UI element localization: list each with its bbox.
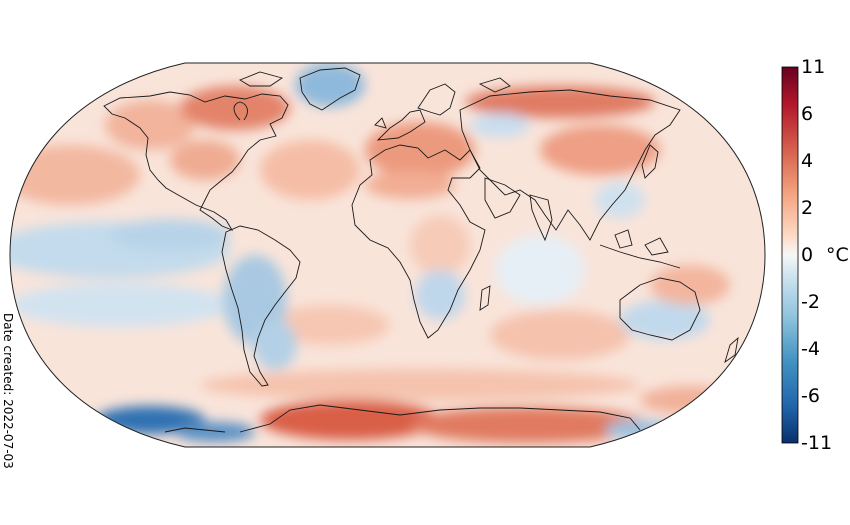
coastlines — [103, 67, 739, 433]
colorbar-tick-label: 2 — [801, 197, 814, 219]
colorbar-tick-label: 0 — [801, 244, 814, 266]
colorbar-tick-label: -11 — [801, 432, 833, 454]
anomaly-patches — [10, 63, 740, 443]
colorbar-tick-label: -6 — [801, 385, 820, 407]
colorbar-unit: °C — [826, 244, 849, 266]
date-created-label: Date created: 2022-07-03 — [1, 313, 15, 469]
anomaly-field — [10, 63, 765, 447]
colorbar-tick-label: 6 — [801, 103, 814, 125]
colorbar — [781, 66, 799, 444]
globe-outline — [9, 62, 766, 448]
colorbar-tick-label: -2 — [801, 291, 820, 313]
colorbar-tick-label: 11 — [801, 56, 826, 78]
colorbar-tick-label: 4 — [801, 150, 814, 172]
colorbar-tick-label: -4 — [801, 338, 820, 360]
